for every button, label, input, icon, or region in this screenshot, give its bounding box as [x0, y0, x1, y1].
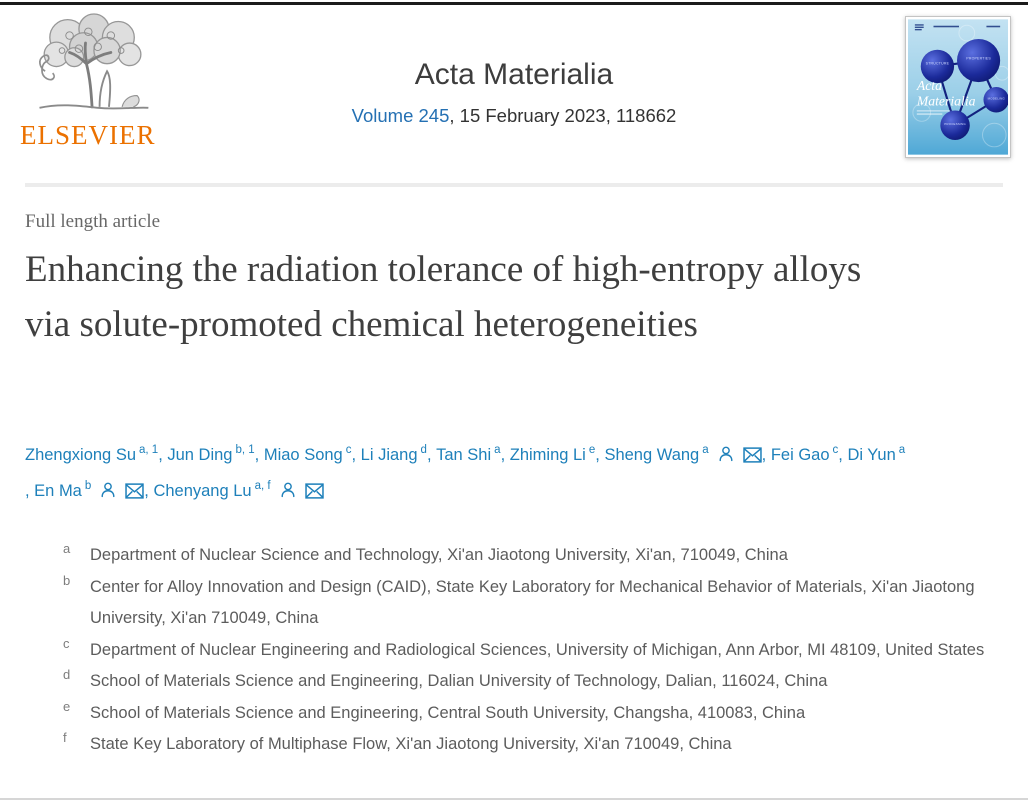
cover-sphere-label-properties: PROPERTIES	[966, 57, 991, 61]
author-name: Di Yun	[847, 446, 896, 464]
author-affiliation-sup: b, 1	[235, 444, 255, 456]
affiliation-sup: f	[63, 730, 67, 745]
author[interactable]: , Di Yun a	[838, 438, 905, 474]
article-title: Enhancing the radiation tolerance of hig…	[25, 249, 862, 345]
cover-sphere-label-structure: STRUCTURE	[926, 61, 950, 65]
affiliation-text: Department of Nuclear Engineering and Ra…	[90, 640, 985, 659]
affiliation-sup: c	[63, 635, 70, 651]
journal-cover-art: STRUCTURE PROPERTIES MODELING PROCESSING…	[908, 19, 1008, 155]
cover-title-line2: Materialia	[916, 94, 976, 109]
author-affiliation-sup: d	[420, 444, 427, 456]
cover-sphere-label-modeling: MODELING	[988, 97, 1006, 101]
elsevier-logo[interactable]: ELSEVIER	[20, 12, 170, 162]
affiliation: b Center for Alloy Innovation and Design …	[63, 572, 995, 635]
affiliation-text: School of Materials Science and Engineer…	[90, 672, 828, 690]
journal-cover-thumbnail[interactable]: STRUCTURE PROPERTIES MODELING PROCESSING…	[905, 16, 1011, 158]
author-separator: ,	[595, 446, 605, 464]
author-separator: ,	[761, 446, 771, 464]
author[interactable]: , Fei Gao c	[762, 438, 839, 474]
author[interactable]: , Chenyang Lu a, f	[144, 474, 324, 510]
top-border	[0, 2, 1028, 5]
envelope-icon[interactable]	[304, 483, 324, 499]
author[interactable]: , Zhiming Li e	[501, 438, 596, 474]
volume-link[interactable]: Volume 245	[351, 105, 450, 126]
cover-title-line1: Acta	[916, 78, 942, 93]
affiliation: d School of Materials Science and Enginee…	[63, 666, 995, 698]
affiliation-sup: d	[63, 667, 71, 682]
affiliation: e School of Materials Science and Enginee…	[63, 698, 995, 730]
elsevier-wordmark: ELSEVIER	[20, 120, 156, 150]
section-divider	[25, 183, 1003, 187]
affiliation-text: State Key Laboratory of Multiphase Flow,…	[90, 735, 732, 753]
author-affiliation-sup: a, f	[254, 480, 271, 492]
author-affiliation-sup: a	[494, 444, 501, 456]
person-icon[interactable]	[99, 481, 117, 499]
author-name: Jun Ding	[167, 446, 233, 464]
affiliation: c Department of Nuclear Engineering and R…	[63, 635, 995, 667]
author-name: En Ma	[34, 482, 82, 500]
affiliation-sup: b	[63, 572, 71, 588]
author-affiliation-sup: a	[702, 444, 709, 456]
author-name: Fei Gao	[770, 446, 830, 464]
author-separator: ,	[25, 482, 35, 500]
envelope-icon[interactable]	[125, 483, 144, 499]
author-name: Sheng Wang	[604, 446, 700, 464]
affiliation-text: Center for Alloy Innovation and Design (…	[90, 577, 975, 628]
cover-sphere-label-processing: PROCESSING	[944, 122, 966, 126]
author-affiliation-sup: e	[588, 444, 596, 456]
affiliation-list: a Department of Nuclear Science and Techn…	[63, 540, 995, 761]
author-name: Zhengxiong Su	[25, 446, 136, 464]
author-name: Tan Shi	[436, 446, 492, 464]
person-icon[interactable]	[279, 481, 297, 499]
envelope-icon[interactable]	[742, 447, 762, 463]
author-name: Miao Song	[263, 446, 343, 464]
author-separator: ,	[500, 446, 510, 464]
affiliation: a Department of Nuclear Science and Techn…	[63, 540, 995, 572]
person-icon[interactable]	[717, 445, 735, 463]
author-separator: ,	[158, 446, 168, 464]
author[interactable]: , En Ma b	[25, 474, 144, 510]
volume-issue-line: Volume 245, 15 February 2023, 118662	[0, 105, 1028, 127]
author[interactable]: , Miao Song c	[255, 438, 352, 474]
author-affiliation-sup: a	[898, 444, 906, 456]
author-separator: ,	[426, 446, 437, 464]
author[interactable]: , Jun Ding b, 1	[158, 438, 254, 474]
author-separator: ,	[838, 446, 848, 464]
author[interactable]: , Sheng Wang a	[595, 438, 762, 474]
author-affiliation-sup: c	[832, 444, 839, 456]
affiliation-text: School of Materials Science and Engineer…	[90, 703, 806, 722]
affiliation-text: Department of Nuclear Science and Techno…	[90, 546, 788, 564]
affiliation-sup: a	[63, 541, 71, 556]
bottom-border	[0, 798, 1028, 800]
article-type-label: Full length article	[25, 211, 161, 232]
author-list: Zhengxiong Su a, 1, Jun Ding b, 1, Miao So…	[25, 438, 970, 510]
elsevier-tree-icon	[39, 13, 149, 110]
author[interactable]: Zhengxiong Su a, 1	[25, 438, 158, 474]
author-separator: ,	[254, 446, 264, 464]
issue-info: , 15 February 2023, 118662	[449, 105, 677, 126]
affiliation: f State Key Laboratory of Multiphase Flow…	[63, 729, 995, 761]
author[interactable]: , Li Jiang d	[351, 438, 426, 474]
author-affiliation-sup: c	[345, 444, 352, 456]
author-affiliation-sup: b	[84, 480, 92, 492]
author-name: Zhiming Li	[509, 446, 586, 464]
author-separator: ,	[144, 482, 154, 500]
author-separator: ,	[351, 446, 361, 464]
author-name: Li Jiang	[360, 446, 418, 464]
author[interactable]: , Tan Shi a	[427, 438, 501, 474]
journal-title-link[interactable]: Acta Materialia	[414, 58, 614, 91]
author-name: Chenyang Lu	[153, 482, 252, 500]
affiliation-sup: e	[63, 698, 71, 714]
author-affiliation-sup: a, 1	[139, 444, 159, 456]
journal-header: Acta Materialia Volume 245, 15 February …	[0, 58, 1028, 127]
